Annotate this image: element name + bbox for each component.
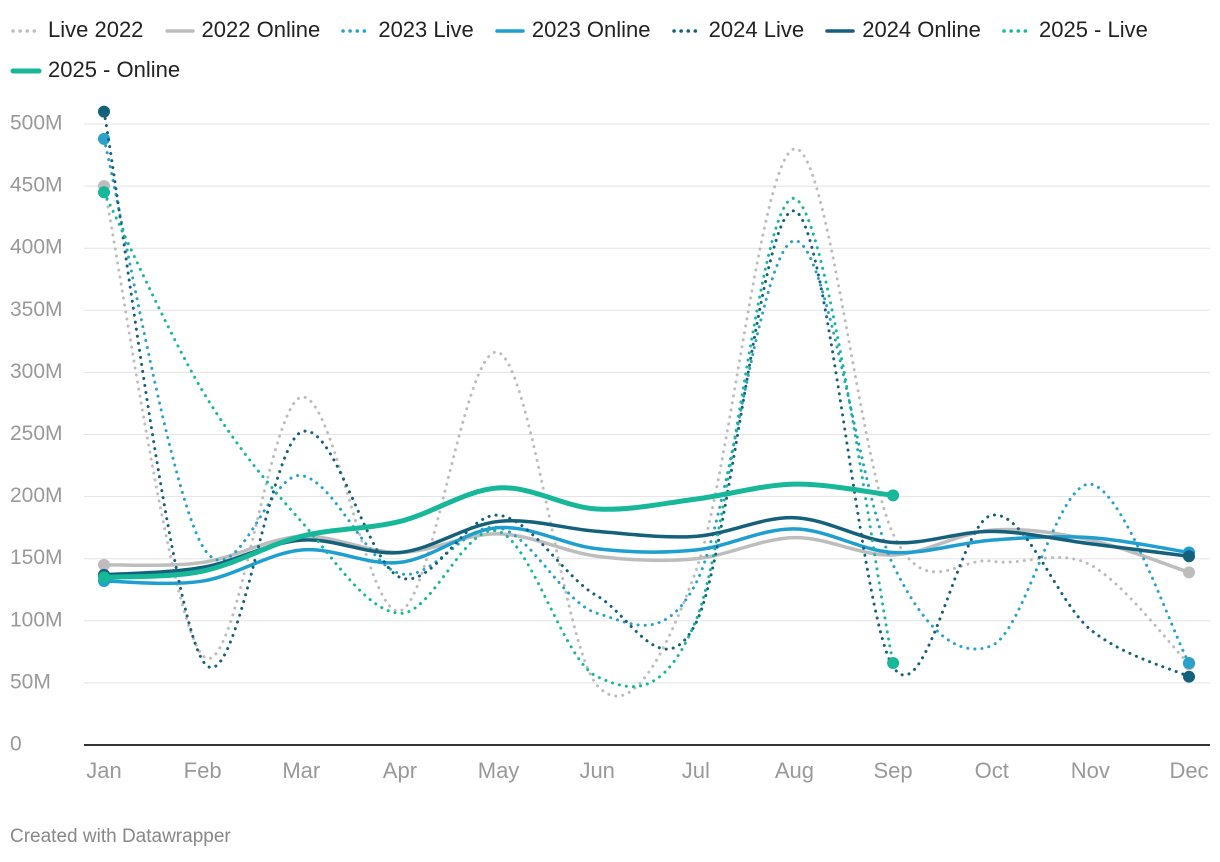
- series-line: [101, 481, 896, 580]
- end-dot: [887, 489, 900, 502]
- y-tick-label: 350M: [10, 298, 63, 321]
- legend-item: 2025 - Online: [10, 57, 180, 82]
- legend-swatch: [164, 29, 195, 33]
- end-dot: [98, 571, 110, 584]
- series-line: [102, 147, 1191, 698]
- y-tick-label: 100M: [10, 608, 63, 631]
- x-tick-label: Oct: [975, 758, 1009, 783]
- series-line: [102, 525, 1191, 586]
- y-tick-label: 50M: [10, 670, 51, 693]
- end-dot: [1183, 657, 1195, 670]
- legend-label: 2023 Online: [531, 17, 651, 42]
- legend-swatch: [671, 29, 702, 33]
- y-tick-label: 250M: [10, 422, 63, 445]
- y-tick-label: 500M: [10, 112, 63, 135]
- y-tick-label: 150M: [10, 546, 63, 569]
- legend-label: 2023 Live: [378, 17, 474, 42]
- x-tick-label: Mar: [282, 758, 320, 783]
- series-line: [102, 137, 1191, 665]
- y-tick-label: 200M: [10, 484, 63, 507]
- legend-label: 2025 - Online: [48, 57, 181, 82]
- legend-label: 2024 Online: [862, 17, 981, 42]
- x-tick-label: Jun: [579, 758, 614, 783]
- x-tick-label: Jul: [682, 758, 710, 783]
- legend-swatch: [10, 68, 42, 74]
- footer: Created with Datawrapper: [10, 826, 231, 847]
- legend-swatch: [11, 29, 41, 33]
- end-dot: [1183, 550, 1195, 563]
- legend-label: 2025 - Live: [1038, 17, 1148, 42]
- end-dot: [887, 657, 900, 670]
- x-tick-label: Dec: [1169, 758, 1208, 783]
- series-line: [102, 110, 1191, 679]
- legend-item: 2022 Online: [164, 17, 321, 42]
- x-tick-label: Aug: [775, 758, 814, 783]
- end-dot: [98, 132, 110, 145]
- legend-label: 2024 Live: [708, 17, 805, 42]
- legend: Live 2022 2022 Online 2023 Live 2023 Onl…: [10, 10, 1205, 90]
- y-tick-label: 300M: [10, 360, 63, 383]
- x-tick-label: May: [478, 758, 520, 783]
- x-tick-label: Jan: [86, 758, 121, 783]
- x-tick-label: Apr: [383, 758, 417, 783]
- legend-item: 2024 Live: [671, 17, 804, 42]
- end-dot: [98, 186, 110, 199]
- legend-swatch: [495, 29, 525, 33]
- y-tick-label: 450M: [10, 174, 63, 197]
- legend-item: 2023 Live: [340, 17, 474, 42]
- legend-item: 2025 - Live: [1001, 17, 1148, 42]
- end-dot: [1183, 566, 1195, 579]
- y-tick-label: 400M: [10, 236, 63, 259]
- x-tick-label: Nov: [1071, 758, 1110, 783]
- end-dot: [98, 105, 110, 118]
- end-dot: [98, 558, 110, 571]
- x-tick-label: Sep: [874, 758, 913, 783]
- legend-swatch: [341, 29, 372, 33]
- legend-item: 2024 Online: [824, 17, 981, 42]
- legend-item: Live 2022: [10, 17, 143, 42]
- legend-label: 2022 Online: [201, 17, 321, 42]
- legend-swatch: [1002, 29, 1032, 33]
- end-dot: [1183, 670, 1195, 683]
- legend-label: Live 2022: [48, 17, 144, 42]
- series-line: [102, 190, 895, 689]
- y-tick-label: 0: [10, 733, 22, 756]
- x-tick-label: Feb: [184, 758, 222, 783]
- legend-swatch: [825, 29, 855, 33]
- legend-item: 2023 Online: [494, 17, 651, 42]
